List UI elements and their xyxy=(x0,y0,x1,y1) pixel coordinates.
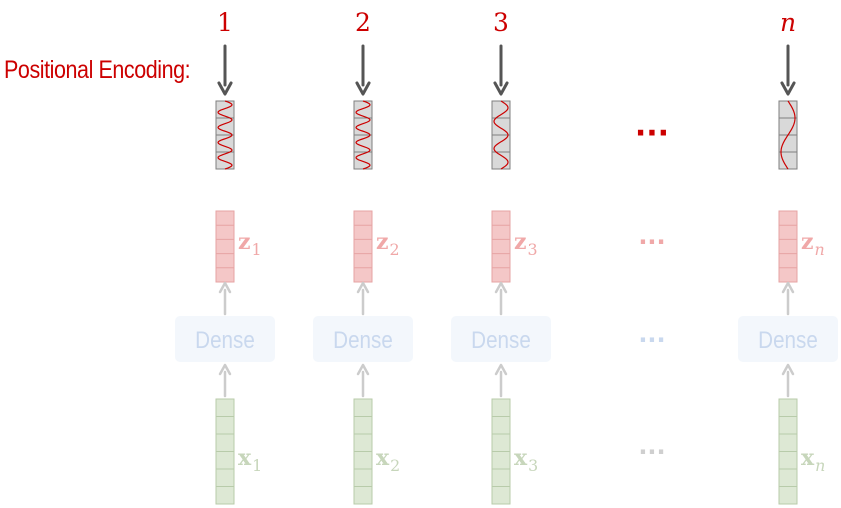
positional-encoding-label: Positional Encoding: xyxy=(4,56,191,84)
z-label-subscript: 2 xyxy=(390,240,400,259)
z-label-var: z xyxy=(238,229,251,255)
x-to-dense-arrow xyxy=(494,363,508,398)
x-vector xyxy=(491,398,511,505)
x-to-dense-arrow-head xyxy=(494,363,508,376)
dense-block: Dense xyxy=(175,316,275,362)
dense-box xyxy=(313,316,413,362)
dense-label: Dense xyxy=(195,327,255,354)
ellipsis-z: ··· xyxy=(638,228,665,256)
ellipsis-positional: ··· xyxy=(635,116,669,151)
dense-box xyxy=(451,316,551,362)
x-label-subscript: 3 xyxy=(528,456,538,475)
z-vector xyxy=(215,210,235,283)
z-label-var: z xyxy=(801,229,814,255)
position-arrow-head xyxy=(493,81,509,96)
position-arrow-head xyxy=(217,81,233,96)
dense-label: Dense xyxy=(333,327,393,354)
z-label: z2 xyxy=(376,229,400,259)
pe-vector xyxy=(491,100,511,170)
z-vector-body xyxy=(491,210,511,283)
z-label: z1 xyxy=(238,229,262,259)
ellipsis-x: ··· xyxy=(638,438,665,466)
sine-wave xyxy=(355,100,371,170)
z-label: z3 xyxy=(514,229,538,259)
x-label-var: x xyxy=(801,445,815,471)
z-vector xyxy=(491,210,511,283)
position-arrow-head xyxy=(780,81,796,96)
x-vector xyxy=(215,398,235,505)
x-to-dense-arrow xyxy=(356,363,370,398)
x-label-subscript: n xyxy=(815,456,825,475)
z-label-subscript: 3 xyxy=(528,240,538,259)
z-vector-body xyxy=(353,210,373,283)
x-label-var: x xyxy=(376,445,390,471)
x-to-dense-arrow xyxy=(218,363,232,398)
position-number: 2 xyxy=(355,8,371,37)
x-to-dense-arrow-head xyxy=(356,363,370,376)
x-label-subscript: 1 xyxy=(252,456,262,475)
dense-block: Dense xyxy=(313,316,413,362)
z-label-var: z xyxy=(514,229,527,255)
x-label: x2 xyxy=(376,445,400,475)
position-arrow xyxy=(493,44,509,96)
x-to-dense-arrow-head xyxy=(218,363,232,376)
dense-to-z-arrow xyxy=(218,281,232,316)
z-vector-body xyxy=(215,210,235,283)
x-label-var: x xyxy=(238,445,252,471)
position-arrow xyxy=(780,44,796,96)
x-label-subscript: 2 xyxy=(390,456,400,475)
position-arrow xyxy=(217,44,233,96)
x-label: x3 xyxy=(514,445,538,475)
x-label: x1 xyxy=(238,445,262,475)
z-vector xyxy=(353,210,373,283)
x-vector xyxy=(778,398,798,505)
dense-label: Dense xyxy=(471,327,531,354)
x-to-dense-arrow-head xyxy=(781,363,795,376)
dense-to-z-arrow-head xyxy=(356,281,370,294)
x-label-var: x xyxy=(514,445,528,471)
sine-wave xyxy=(493,100,509,170)
z-vector xyxy=(778,210,798,283)
dense-to-z-arrow xyxy=(356,281,370,316)
x-to-dense-arrow xyxy=(781,363,795,398)
position-number: 3 xyxy=(493,8,509,37)
position-number: 1 xyxy=(217,8,233,37)
x-vector xyxy=(353,398,373,505)
position-arrow xyxy=(355,44,371,96)
dense-to-z-arrow xyxy=(494,281,508,316)
sine-wave xyxy=(217,100,233,170)
z-label-var: z xyxy=(376,229,389,255)
dense-to-z-arrow-head xyxy=(494,281,508,294)
dense-block: Dense xyxy=(738,316,838,362)
dense-to-z-arrow xyxy=(781,281,795,316)
ellipsis-dense: ··· xyxy=(638,326,665,354)
z-vector-body xyxy=(778,210,798,283)
dense-label: Dense xyxy=(758,327,818,354)
dense-to-z-arrow-head xyxy=(218,281,232,294)
sine-wave xyxy=(780,100,796,170)
dense-to-z-arrow-head xyxy=(781,281,795,294)
dense-block: Dense xyxy=(451,316,551,362)
dense-box xyxy=(175,316,275,362)
z-label: zn xyxy=(801,229,825,259)
position-arrow-head xyxy=(355,81,371,96)
z-label-subscript: 1 xyxy=(252,240,262,259)
z-label-subscript: n xyxy=(815,240,825,259)
x-label: xn xyxy=(801,445,825,475)
dense-box xyxy=(738,316,838,362)
position-number: n xyxy=(780,8,796,37)
